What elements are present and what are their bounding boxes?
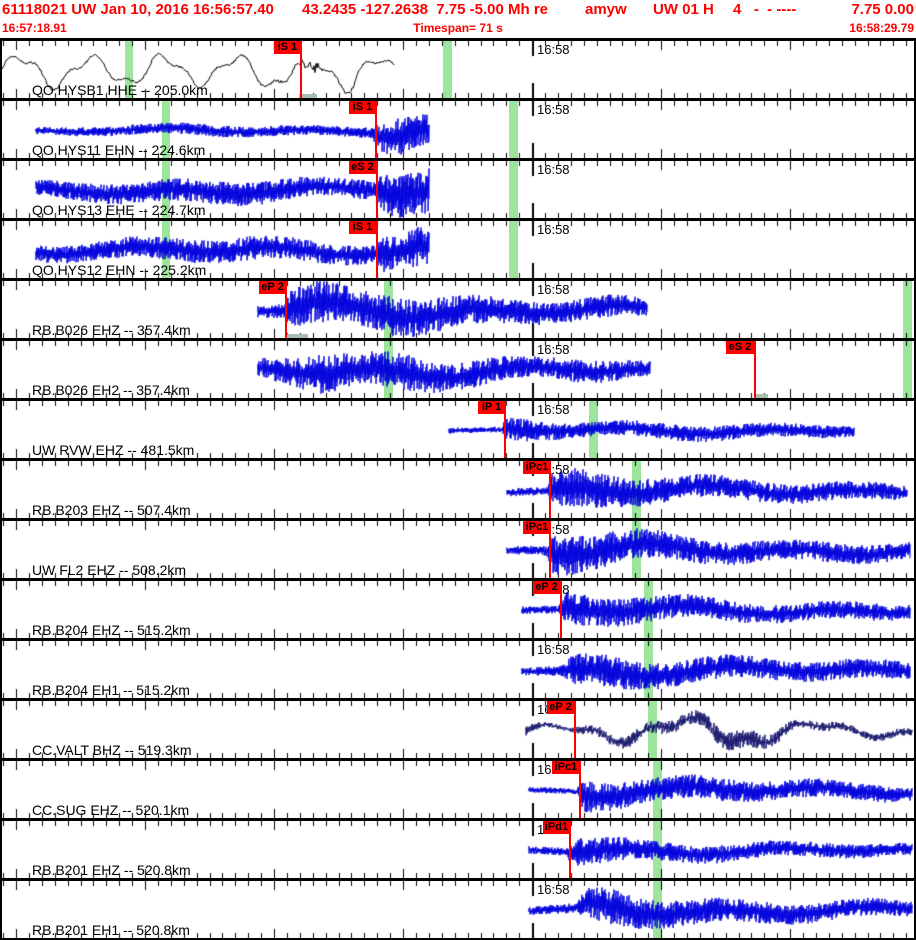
station-label: RB.B204 EH1 -- 515.2km: [32, 682, 190, 698]
waveform-canvas[interactable]: [2, 41, 914, 98]
uncertainty-mark: [299, 94, 317, 98]
event-id-datetime: 61118021 UW Jan 10, 2016 16:56:57.40: [2, 1, 274, 18]
pick-line: [376, 221, 378, 278]
pick-line: [376, 161, 378, 218]
waveform-canvas[interactable]: [2, 581, 914, 638]
waveform-canvas[interactable]: [2, 521, 914, 578]
window-start-time: 16:57:18.91: [2, 21, 67, 35]
phase-pick-flag[interactable]: iS 1: [349, 101, 376, 114]
trace-panel: 16:58 CC.SUG EHZ -- 520.1km iPc1: [2, 761, 914, 821]
pick-line: [579, 761, 581, 818]
waveform-canvas[interactable]: [2, 701, 914, 758]
network-code: UW 01 H: [653, 1, 714, 18]
waveform-canvas[interactable]: [2, 821, 914, 878]
pick-line: [549, 521, 551, 578]
uncertainty-mark: [755, 394, 768, 398]
station-label: CC.SUG EHZ -- 520.1km: [32, 802, 190, 818]
minute-time-label: 16:58: [537, 882, 570, 897]
trace-panel: 16:58 QO HYS11 EHN -- 224.6km iS 1: [2, 101, 914, 161]
pick-line: [285, 281, 287, 338]
pick-line: [560, 581, 562, 638]
event-header: 61118021 UW Jan 10, 2016 16:56:57.40 43.…: [0, 0, 916, 38]
phase-pick-flag[interactable]: eS 2: [726, 341, 754, 354]
trace-panel: 16:58 RB.B201 EH1 -- 520.8km: [2, 881, 914, 940]
event-location-magnitude: 43.2435 -127.2638 7.75 -5.00 Mh re: [302, 1, 549, 18]
minute-time-label: 16:58: [537, 282, 570, 297]
trace-panel: 16:58 QO HYS12 EHN -- 225.2km iS 1: [2, 221, 914, 281]
waveform-canvas[interactable]: [2, 161, 914, 218]
minute-time-label: 16:58: [537, 642, 570, 657]
phase-pick-flag[interactable]: iPc1: [523, 461, 551, 474]
trace-panel: 16:58 QO HYS13 EHE -- 224.7km eS 2: [2, 161, 914, 221]
pick-line: [574, 701, 576, 758]
pick-line: [375, 101, 377, 158]
station-label: RB.B201 EHZ -- 520.8km: [32, 862, 191, 878]
waveform-canvas[interactable]: [2, 401, 914, 458]
station-label: UW FL2 EHZ -- 508.2km: [32, 562, 187, 578]
pick-line: [504, 401, 506, 458]
trace-panel: 16:58 UW RVW EHZ -- 481.5km iP 1: [2, 401, 914, 461]
phase-pick-flag[interactable]: iPc1: [523, 521, 551, 534]
phase-pick-flag[interactable]: iS 1: [274, 41, 301, 54]
minute-time-label: 16:58: [537, 342, 570, 357]
station-label: RB.B204 EHZ -- 515.2km: [32, 622, 191, 638]
minute-time-label: 16:58: [537, 42, 570, 57]
analyst-name: amyw: [585, 1, 627, 18]
magnitude-values: 7.75 0.00: [851, 1, 914, 18]
station-label: QO HYSB1 HHE -- 205.0km: [32, 82, 208, 98]
trace-panel: 16:58 RB.B201 EHZ -- 520.8km iPd1: [2, 821, 914, 881]
trace-panel: 16:58 RB.B204 EH1 -- 515.2km: [2, 641, 914, 701]
station-label: QO HYS11 EHN -- 224.6km: [32, 142, 206, 158]
minute-time-label: 16:58: [537, 162, 570, 177]
minute-time-label: 16:58: [537, 222, 570, 237]
station-label: RB.B201 EH1 -- 520.8km: [32, 922, 190, 938]
trace-panel: 16:58 RB.B204 EHZ -- 515.2km eP 2: [2, 581, 914, 641]
waveform-canvas[interactable]: [2, 881, 914, 938]
station-label: RB.B026 EHZ -- 357.4km: [32, 322, 191, 338]
phase-pick-flag[interactable]: iPc1: [552, 761, 580, 774]
waveform-canvas[interactable]: [2, 341, 914, 398]
phase-pick-flag[interactable]: eP 2: [547, 701, 574, 714]
pick-line: [569, 821, 571, 878]
phase-pick-flag[interactable]: eS 2: [349, 161, 376, 174]
waveform-canvas[interactable]: [2, 761, 914, 818]
trace-panel: 16:58 CC.VALT BHZ -- 519.3km eP 2: [2, 701, 914, 761]
uncertainty-mark: [286, 334, 308, 338]
phase-pick-flag[interactable]: iS 1: [349, 221, 376, 234]
phase-pick-flag[interactable]: eP 2: [259, 281, 286, 294]
window-end-time: 16:58:29.79: [849, 21, 914, 35]
trace-list: 16:58 QO HYSB1 HHE -- 205.0km iS 1 16:58…: [0, 38, 916, 940]
station-label: QO HYS13 EHE -- 224.7km: [32, 202, 206, 218]
phase-pick-flag[interactable]: iPd1: [543, 821, 570, 834]
station-label: RB.B026 EH2 -- 357.4km: [32, 382, 190, 398]
station-label: CC.VALT BHZ -- 519.3km: [32, 742, 192, 758]
station-label: QO HYS12 EHN -- 225.2km: [32, 262, 207, 278]
trace-panel: 16:58 RB.B026 EH2 -- 357.4km eS 2: [2, 341, 914, 401]
trace-panel: 16:58 QO HYSB1 HHE -- 205.0km iS 1: [2, 41, 914, 101]
trace-panel: 16:58 RB.B026 EHZ -- 357.4km eP 2: [2, 281, 914, 341]
waveform-canvas[interactable]: [2, 281, 914, 338]
minute-time-label: 16:58: [537, 102, 570, 117]
status-flags: 4 - - ----: [733, 1, 797, 18]
waveform-canvas[interactable]: [2, 101, 914, 158]
pick-line: [549, 461, 551, 518]
trace-panel: 16:58 RB.B203 EHZ -- 507.4km iPc1: [2, 461, 914, 521]
waveform-canvas[interactable]: [2, 461, 914, 518]
trace-panel: 16:58 UW FL2 EHZ -- 508.2km iPc1: [2, 521, 914, 581]
timespan-label: Timespan= 71 s: [413, 21, 503, 35]
pick-line: [300, 41, 302, 98]
phase-pick-flag[interactable]: eP 2: [533, 581, 560, 594]
waveform-canvas[interactable]: [2, 221, 914, 278]
station-label: RB.B203 EHZ -- 507.4km: [32, 502, 191, 518]
waveform-canvas[interactable]: [2, 641, 914, 698]
phase-pick-flag[interactable]: iP 1: [478, 401, 505, 414]
pick-line: [754, 341, 756, 398]
minute-time-label: 16:58: [537, 402, 570, 417]
station-label: UW RVW EHZ -- 481.5km: [32, 442, 195, 458]
